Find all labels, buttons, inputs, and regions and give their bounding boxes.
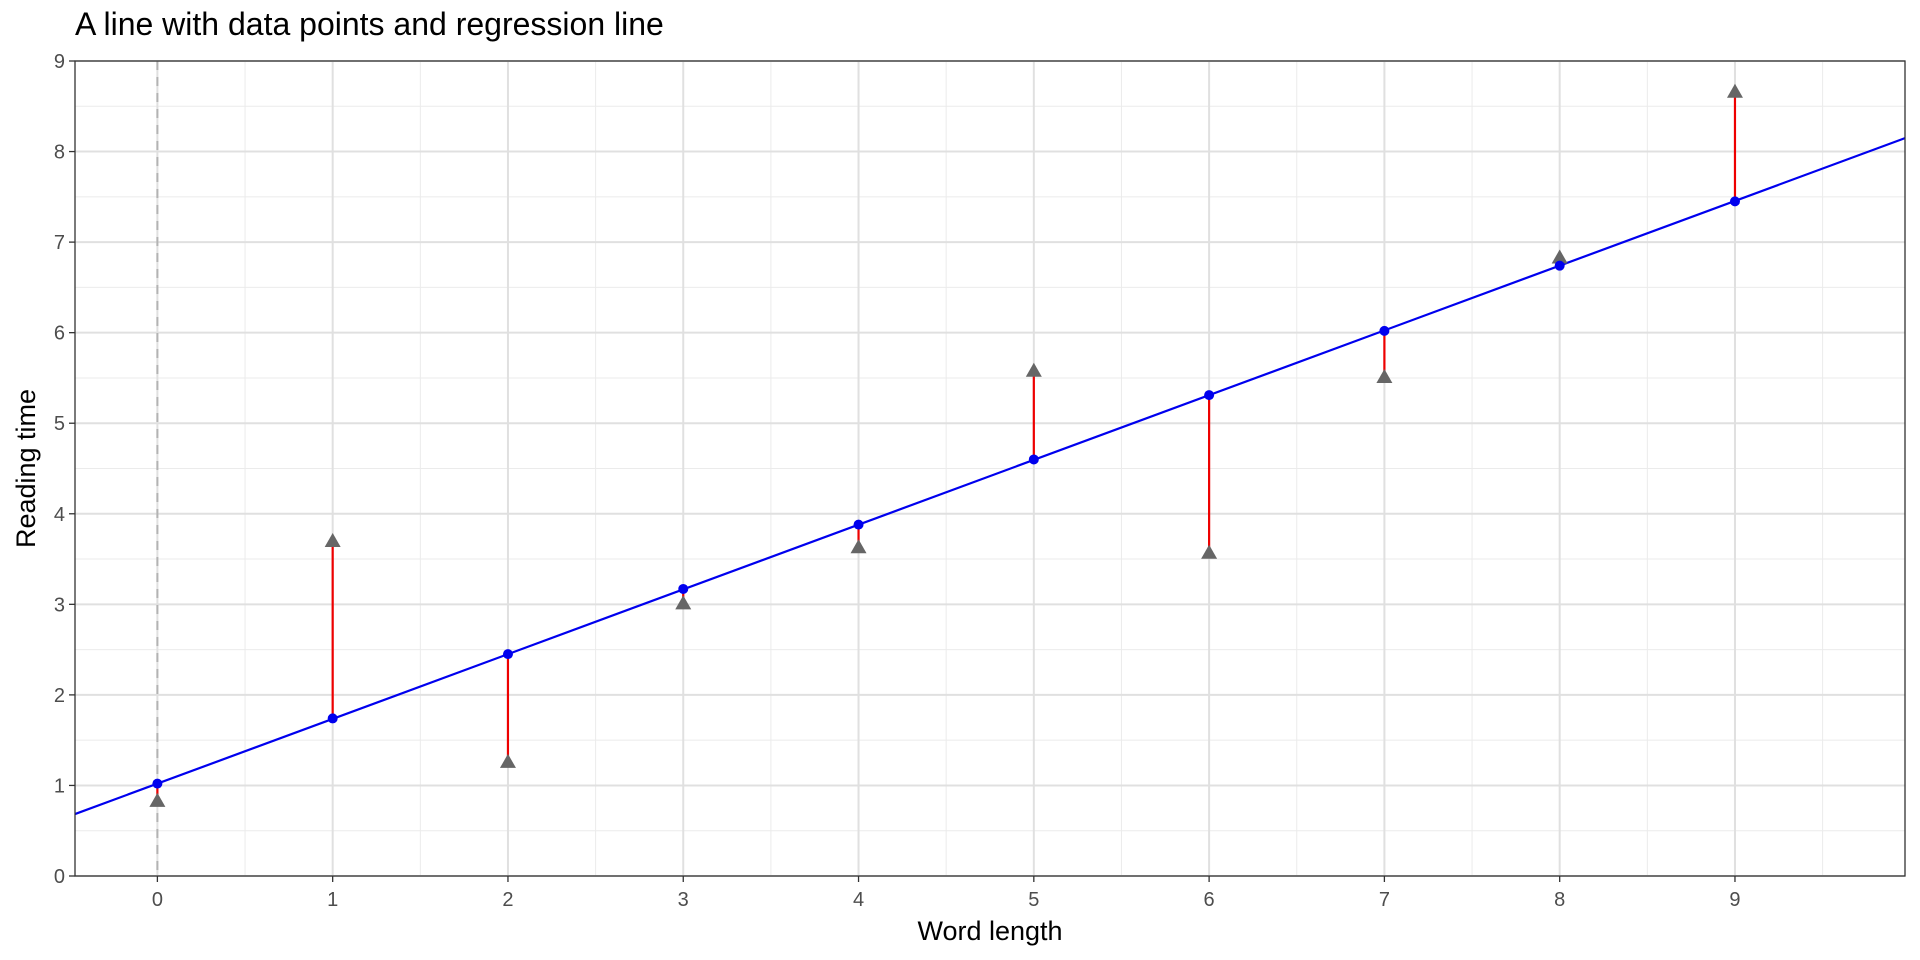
- y-tick-label: 3: [54, 594, 65, 616]
- observed-point: [1551, 249, 1568, 264]
- observed-point: [149, 792, 166, 807]
- y-tick-label: 9: [54, 51, 65, 73]
- chart-title: A line with data points and regression l…: [75, 6, 664, 42]
- fitted-point: [327, 713, 338, 724]
- x-tick-label: 1: [327, 889, 338, 911]
- y-tick-label: 6: [54, 323, 65, 345]
- x-tick-label: 6: [1204, 889, 1215, 911]
- y-axis-title: Reading time: [11, 389, 41, 548]
- observed-point: [499, 753, 516, 768]
- fitted-point: [1204, 390, 1215, 401]
- observed-point: [1726, 83, 1743, 98]
- regression-line: [74, 137, 1906, 816]
- x-tick-label: 0: [152, 889, 163, 911]
- x-tick-label: 9: [1729, 889, 1740, 911]
- y-tick-label: 5: [54, 413, 65, 435]
- observed-point: [850, 539, 867, 554]
- x-axis-title: Word length: [917, 916, 1062, 946]
- observed-point: [1201, 544, 1218, 559]
- y-tick-label: 7: [54, 232, 65, 254]
- fitted-point: [853, 519, 864, 530]
- fitted-point: [678, 583, 689, 594]
- x-tick-label: 2: [502, 889, 513, 911]
- x-tick-label: 5: [1028, 889, 1039, 911]
- fitted-point: [1379, 325, 1390, 336]
- fitted-point: [1554, 260, 1565, 271]
- y-tick-label: 1: [54, 775, 65, 797]
- x-tick-label: 7: [1379, 889, 1390, 911]
- y-tick-label: 0: [54, 866, 65, 888]
- x-tick-label: 4: [853, 889, 864, 911]
- y-tick-label: 8: [54, 142, 65, 164]
- y-tick-label: 2: [54, 685, 65, 707]
- observed-point: [675, 595, 692, 610]
- observed-point: [1376, 369, 1393, 384]
- y-tick-label: 4: [54, 504, 65, 526]
- fitted-point: [152, 778, 163, 789]
- x-tick-label: 3: [678, 889, 689, 911]
- observed-point: [1025, 362, 1042, 377]
- plot-border: [74, 60, 1906, 877]
- fitted-point: [1028, 454, 1039, 465]
- fitted-point: [502, 649, 513, 660]
- x-tick-label: 8: [1554, 889, 1565, 911]
- fitted-point: [1729, 196, 1740, 207]
- observed-point: [324, 532, 341, 547]
